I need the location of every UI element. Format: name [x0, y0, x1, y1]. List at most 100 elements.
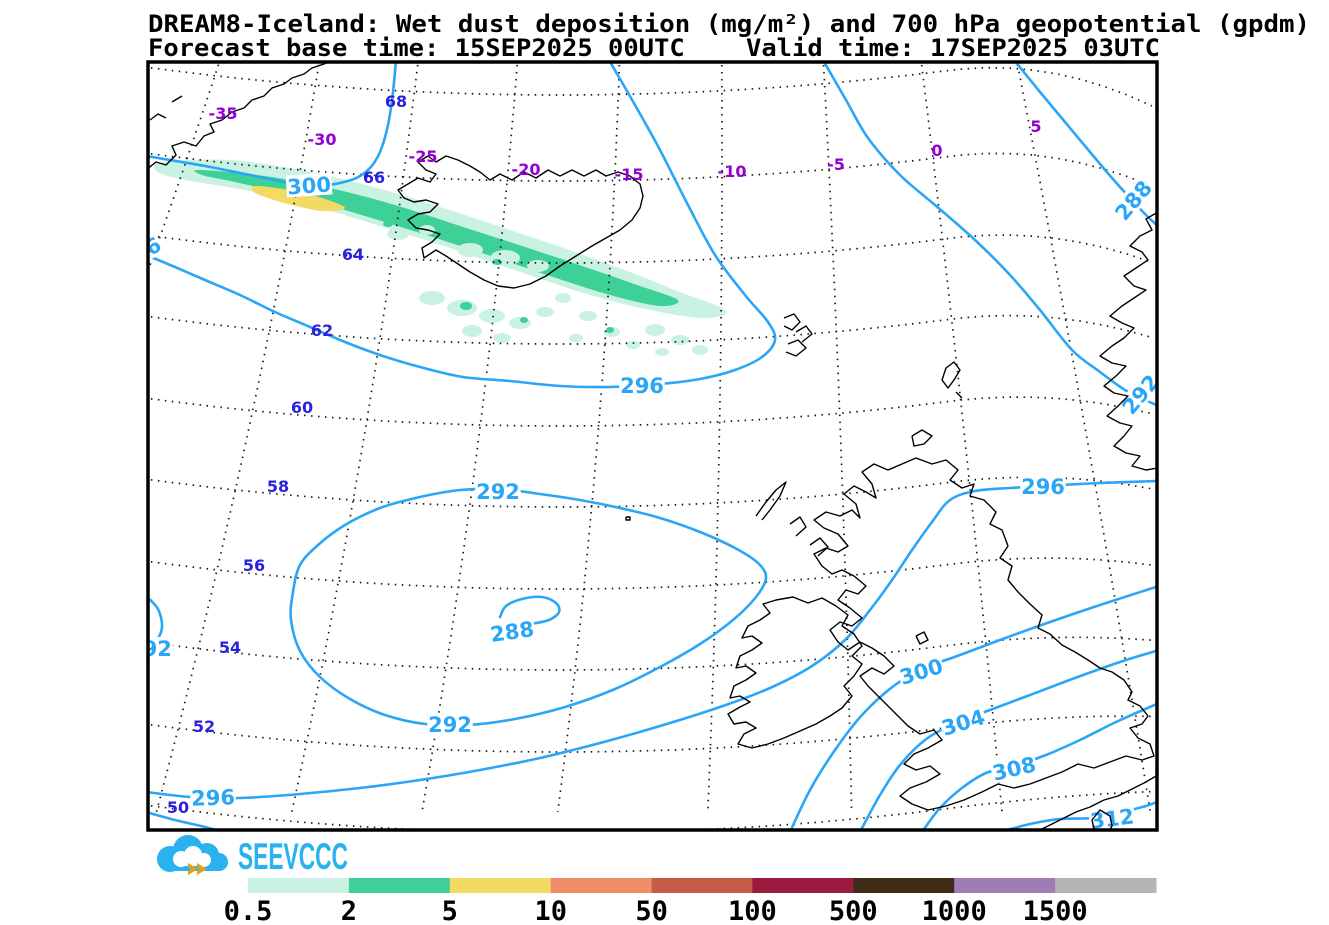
dust-patch — [509, 317, 531, 329]
coastline-islet2 — [171, 95, 183, 103]
dust-patch — [655, 348, 669, 356]
latitude-label: 54 — [219, 638, 241, 657]
legend-color-segment — [348, 878, 451, 893]
dust-patch — [645, 324, 665, 336]
coastline-faroe3 — [785, 339, 807, 357]
meridian-line — [920, 63, 1003, 813]
legend-tick-label: 100 — [728, 896, 777, 925]
geopotential-contour — [149, 479, 1156, 800]
coastline-shetland — [941, 361, 961, 389]
legend-tick-label: 500 — [829, 896, 878, 925]
latitude-label: 62 — [311, 321, 333, 340]
dust-patch — [479, 309, 505, 323]
parallel-line — [149, 396, 1153, 427]
dust-patch — [626, 341, 640, 349]
dust-patch-green — [460, 302, 472, 310]
dust-patch — [555, 293, 571, 303]
longitude-label: -5 — [827, 155, 845, 174]
dust-patch — [671, 335, 689, 345]
contour-label: 292 — [475, 480, 521, 504]
latitude-label: 50 — [167, 798, 189, 817]
longitude-label: 5 — [1030, 117, 1041, 136]
geopotential-contour — [149, 63, 777, 389]
dust-band-yellow — [251, 185, 346, 212]
coastline-cherbourg — [1091, 809, 1113, 829]
figure-title: DREAM8-Iceland: Wet dust deposition (mg/… — [148, 10, 1310, 38]
svg-text:300: 300 — [897, 654, 946, 690]
svg-text:296: 296 — [1021, 475, 1065, 499]
legend-color-segment — [954, 878, 1056, 893]
parallel-line — [149, 314, 1153, 345]
contour-label: 288 — [487, 616, 537, 647]
parallel-line — [149, 66, 1153, 107]
geopotential-contour — [149, 63, 397, 188]
legend-color-segment — [752, 878, 854, 893]
meridian-line — [421, 63, 519, 813]
coastline-faroe1 — [783, 313, 801, 331]
dust-patch — [569, 334, 583, 342]
coastline-france — [1041, 775, 1156, 829]
legend-tick-label: 2 — [341, 896, 357, 925]
parallel-line — [149, 636, 1153, 671]
svg-text:292: 292 — [128, 637, 172, 661]
parallel-line — [149, 152, 1153, 187]
geopotential-contour — [289, 487, 768, 727]
legend-color-segment — [449, 878, 552, 893]
coastline-orkney — [911, 429, 933, 447]
svg-text:296: 296 — [191, 785, 236, 811]
parallel-line — [149, 790, 1153, 829]
latitude-label: 60 — [291, 398, 313, 417]
svg-text:300: 300 — [286, 172, 331, 199]
svg-text:304: 304 — [939, 705, 988, 741]
legend-colorbar — [248, 878, 1157, 893]
legend-color-segment — [853, 878, 955, 893]
coastline-norway — [1099, 212, 1156, 471]
svg-text:292: 292 — [476, 480, 520, 504]
coastline-ireland — [727, 596, 863, 749]
legend-tick-label: 0.5 — [224, 896, 273, 925]
map-canvas: 3002962962922882922922882922962963003043… — [128, 63, 1156, 829]
map-frame — [146, 60, 1159, 832]
coastline-islet1 — [149, 113, 167, 121]
coastline-hebrides1 — [755, 481, 787, 521]
seevccc-wordmark: SEEVCCC — [238, 836, 348, 877]
coastline-greenland — [149, 63, 328, 169]
legend-color-segment — [651, 878, 753, 893]
legend-tick-label: 1000 — [922, 896, 987, 925]
dust-patch — [493, 333, 511, 343]
contour-label: 304 — [938, 704, 988, 741]
parallel-line — [149, 234, 1153, 264]
coastline-shetland2 — [955, 391, 963, 399]
coastline-great-britain — [813, 457, 1155, 811]
contour-label: 300 — [896, 653, 946, 690]
longitude-label: 0 — [931, 141, 942, 160]
geopotential-contour — [1015, 63, 1156, 226]
coastline-faroe2 — [795, 325, 813, 343]
dust-patch — [527, 260, 549, 272]
svg-text:308: 308 — [990, 752, 1038, 785]
longitude-label: -15 — [615, 165, 644, 184]
meridian-line — [1016, 63, 1152, 813]
legend-tick-label: 1500 — [1023, 896, 1088, 925]
meridian-line — [290, 63, 419, 813]
latitude-label: 52 — [193, 717, 215, 736]
dust-patch — [457, 243, 483, 257]
dust-patch — [536, 307, 554, 317]
latitude-label: 68 — [385, 92, 407, 111]
figure-subtitle: Forecast base time: 15SEP2025 00UTC Vali… — [148, 34, 1160, 62]
coastlines — [149, 63, 1156, 829]
meridian-line — [556, 63, 621, 813]
latitude-label: 66 — [363, 168, 385, 187]
latitude-label: 64 — [342, 245, 364, 264]
contour-label: 296 — [149, 232, 165, 275]
legend-color-segment — [248, 878, 350, 893]
coastline-rockall — [625, 516, 631, 521]
dust-patch — [419, 291, 445, 305]
contour-label: 296 — [619, 374, 665, 398]
arrow-icon — [188, 863, 198, 875]
seevccc-logo: SEEVCCC — [157, 835, 348, 877]
cloud-icon — [157, 835, 228, 875]
